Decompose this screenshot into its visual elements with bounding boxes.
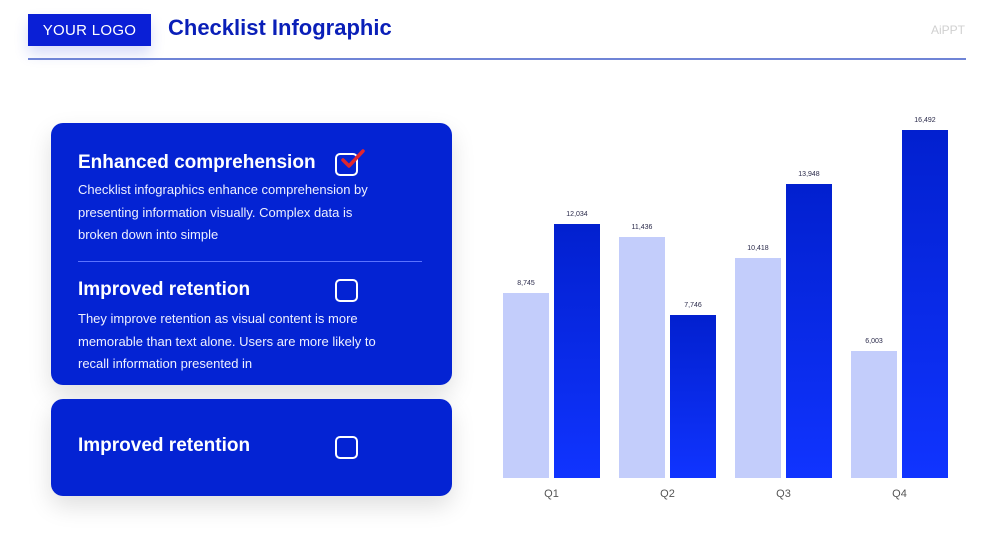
bar-q2-series-2 [670,314,716,478]
value-label: 8,745 [517,280,535,288]
checkbox-checked[interactable] [335,149,365,176]
page-title: Checklist Infographic [168,15,392,40]
desc-line: Checklist infographics enhance comprehen… [78,182,368,197]
value-label: 11,436 [631,223,653,231]
value-label: 12,034 [566,211,588,219]
category-label: Q1 [544,488,559,500]
bar-q1-series-2 [554,224,600,478]
desc-line: broken down into simple [78,227,219,242]
checklist-card-1: Enhanced comprehension Checklist infogra… [51,123,452,385]
item-title: Enhanced comprehension [78,152,316,173]
bar-q4-series-1 [851,351,897,478]
item-title: Improved retention [78,435,251,456]
desc-line: presenting information visually. Complex… [78,204,353,220]
value-label: 13,948 [798,170,820,178]
checklist-item-improved-retention: Improved retention [78,279,250,301]
checkbox-unchecked[interactable] [335,436,358,459]
item-divider [78,261,422,262]
bar-q4-series-2 [902,130,948,478]
category-label: Q2 [660,488,675,500]
bar-q3-series-2 [786,183,832,478]
category-label: Q4 [892,488,907,500]
bar-chart: 8,745 12,034 Q1 11,436 7,746 Q2 10,418 13,948 Q3… [490,100,960,500]
checklist-item-enhanced-comprehension: Enhanced comprehension [78,152,316,174]
desc-line: recall information presented in [78,356,253,371]
checklist-card-2: Improved retention [51,399,452,496]
bar-q1-series-1 [503,293,549,478]
value-label: 10,418 [747,245,769,253]
checkbox-unchecked[interactable] [335,279,358,302]
item-description: Checklist infographics enhance comprehen… [78,179,423,247]
value-label: 16,492 [914,117,936,124]
value-label: 7,746 [684,301,702,309]
bar-q3-series-1 [735,258,781,478]
logo: YOUR LOGO [28,14,151,46]
desc-line: memorable than text alone. Users are mor… [78,333,376,349]
value-label: 6,003 [865,338,883,346]
header-divider [28,58,966,60]
check-mark-icon [341,149,365,168]
bar-q2-series-1 [619,236,665,478]
category-label: Q3 [776,488,791,500]
checklist-item-improved-retention-2: Improved retention [78,435,250,457]
desc-line: They improve retention as visual content… [78,311,358,326]
item-title: Improved retention [78,279,251,300]
brand-mark: AiPPT [930,23,965,37]
item-description: They improve retention as visual content… [78,308,423,376]
